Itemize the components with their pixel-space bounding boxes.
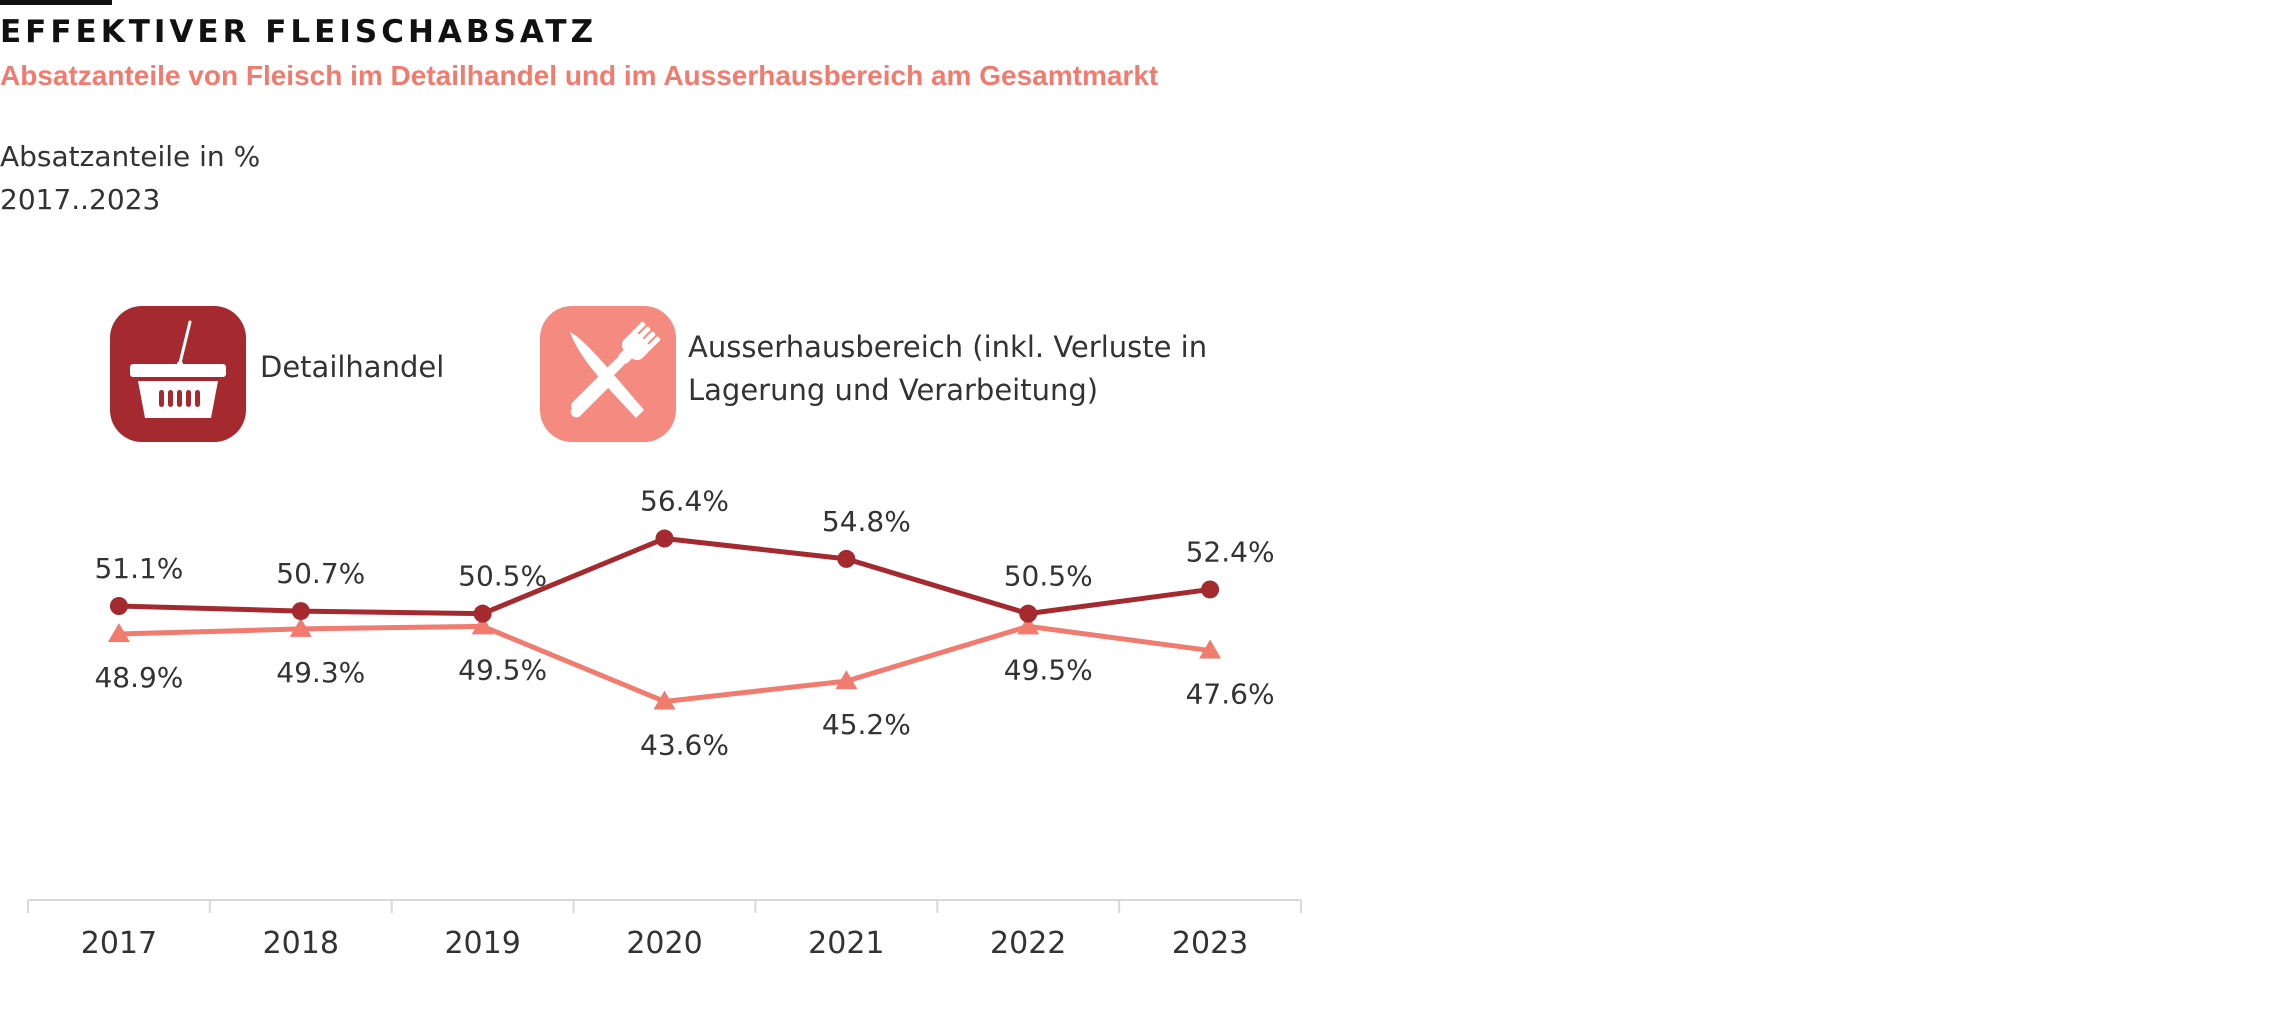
marker-ausserhausbereich-2019 [471, 615, 494, 635]
chart-subtitle: Absatzanteile von Fleisch im Detailhande… [0, 60, 1159, 91]
range-label: 2017..2023 [0, 183, 161, 216]
data-label-detailhandel-2020: 56.4% [640, 485, 729, 518]
x-tick-label-2021: 2021 [808, 926, 884, 961]
marker-detailhandel-2022 [1019, 604, 1038, 623]
x-tick-label-2019: 2019 [444, 926, 520, 961]
marker-detailhandel-2020 [655, 529, 674, 548]
marker-ausserhausbereich-2023 [1199, 639, 1222, 659]
data-label-ausserhausbereich-2021: 45.2% [822, 708, 911, 741]
data-label-ausserhausbereich-2018: 49.3% [276, 656, 365, 689]
data-label-detailhandel-2018: 50.7% [276, 557, 365, 590]
legend-label-detailhandel: Detailhandel [260, 350, 445, 384]
data-label-detailhandel-2022: 50.5% [1004, 560, 1093, 593]
data-label-detailhandel-2021: 54.8% [822, 505, 911, 538]
data-label-ausserhausbereich-2020: 43.6% [640, 728, 729, 761]
x-tick-label-2017: 2017 [81, 926, 157, 961]
chart-title: EFFEKTIVER FLEISCHABSATZ [0, 14, 598, 50]
data-label-ausserhausbereich-2019: 49.5% [458, 653, 547, 686]
marker-ausserhausbereich-2022 [1017, 615, 1040, 635]
marker-detailhandel-2023 [1201, 580, 1220, 599]
data-label-ausserhausbereich-2023: 47.6% [1186, 678, 1275, 711]
knife-fork-icon [540, 306, 676, 442]
data-label-detailhandel-2017: 51.1% [94, 552, 183, 585]
marker-detailhandel-2017 [109, 597, 128, 615]
marker-detailhandel-2021 [837, 549, 856, 568]
x-tick-label-2020: 2020 [626, 926, 702, 961]
unit-label: Absatzanteile in % [0, 140, 261, 173]
x-tick-label-2023: 2023 [1172, 926, 1248, 961]
title-accent-bar [0, 0, 112, 5]
data-label-detailhandel-2023: 52.4% [1186, 535, 1275, 568]
marker-detailhandel-2018 [291, 602, 310, 621]
x-tick-label-2022: 2022 [990, 926, 1066, 961]
x-tick-label-2018: 2018 [263, 926, 339, 961]
legend-label-ausserhausbereich: Ausserhausbereich (inkl. Verluste in Lag… [688, 330, 1208, 407]
data-label-ausserhausbereich-2017: 48.9% [94, 661, 183, 694]
line-chart: 2017 2018 2019 2020 2021 2022 2023 51.1% 50.7% 50… [27, 485, 1302, 961]
shopping-basket-icon [110, 306, 246, 442]
data-label-ausserhausbereich-2022: 49.5% [1004, 653, 1093, 686]
marker-ausserhausbereich-2017 [107, 623, 130, 642]
marker-ausserhausbereich-2020 [653, 690, 676, 710]
marker-detailhandel-2019 [473, 604, 492, 623]
data-label-detailhandel-2019: 50.5% [458, 560, 547, 593]
marker-ausserhausbereich-2021 [835, 670, 858, 690]
marker-ausserhausbereich-2018 [289, 617, 312, 637]
